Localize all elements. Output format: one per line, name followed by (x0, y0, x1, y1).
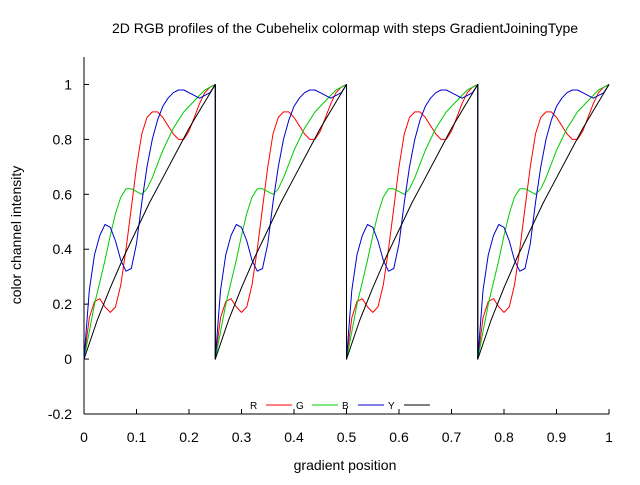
x-tick-label: 0.6 (389, 429, 409, 445)
y-tick-label: -0.2 (48, 406, 72, 422)
y-tick-label: 1 (64, 76, 72, 92)
x-tick-label: 0.1 (127, 429, 147, 445)
y-tick-label: 0 (64, 351, 72, 367)
legend-label: R (250, 401, 257, 412)
chart-title: 2D RGB profiles of the Cubehelix colorma… (112, 20, 578, 36)
x-tick-label: 0 (80, 429, 88, 445)
x-tick-label: 0.7 (442, 429, 462, 445)
axes: 0 0.1 0.2 0.3 0.4 0.5 0.6 0.7 0.8 0.9 1 -0.2 0 0.2 0.4… (48, 57, 613, 445)
legend-label: G (296, 401, 304, 412)
y-tick-label: 0.2 (53, 296, 73, 312)
y-axis-label: color channel intensity (8, 166, 24, 305)
legend-label: B (342, 401, 349, 412)
x-tick-label: 0.4 (284, 429, 304, 445)
series-layer (83, 84, 610, 360)
x-tick-label: 0.3 (232, 429, 252, 445)
x-tick-label: 0.5 (337, 429, 357, 445)
series-line-y (83, 84, 610, 360)
x-tick-label: 0.9 (547, 429, 567, 445)
x-tick-label: 0.2 (179, 429, 199, 445)
y-tick-label: 0.8 (53, 131, 73, 147)
y-tick-label: 0.6 (53, 186, 73, 202)
x-axis-label: gradient position (294, 457, 397, 473)
legend-label: Y (388, 401, 395, 412)
x-tick-label: 0.8 (494, 429, 514, 445)
y-tick-label: 0.4 (53, 241, 73, 257)
x-tick-label: 1 (605, 429, 613, 445)
